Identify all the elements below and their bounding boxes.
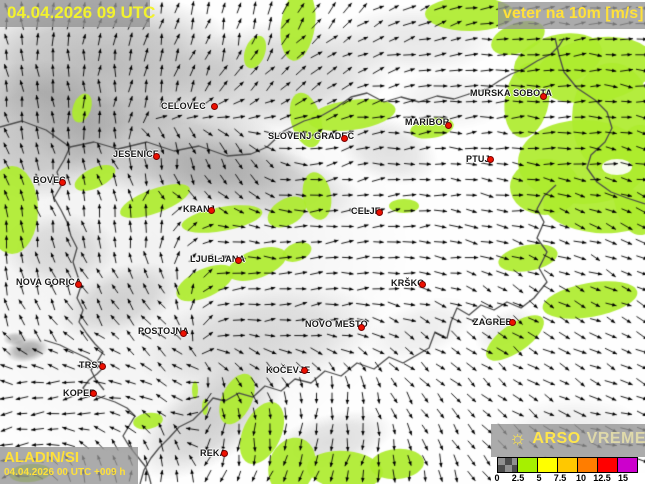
map-title: veter na 10m [m/s] xyxy=(503,5,644,22)
city-dot xyxy=(419,281,426,288)
city-name: CELOVEC xyxy=(161,101,206,111)
city-name: LJUBLJANA xyxy=(190,254,246,264)
colorbar-cell xyxy=(577,457,598,473)
city-dot xyxy=(211,103,218,110)
valid-datetime-label: 04.04.2026 09 UTC xyxy=(7,3,156,22)
model-name: ALADIN/SI xyxy=(4,449,79,466)
city-label: PTUJ xyxy=(466,149,494,167)
city-label: ZAGREB xyxy=(473,312,516,330)
city-label: REKA xyxy=(200,443,228,461)
city-name: MURSKA SOBOTA xyxy=(470,88,553,98)
city-dot xyxy=(99,363,106,370)
tick-label: 5 xyxy=(536,473,542,483)
arso-branding-panel: ☼ ARSO VREME xyxy=(491,424,645,457)
tick-label: 10 xyxy=(575,473,587,483)
city-name: NOVA GORICA xyxy=(16,277,82,287)
city-dot xyxy=(301,367,308,374)
colorbar-cell xyxy=(497,457,518,473)
city-dot xyxy=(540,93,547,100)
city-label: CELOVEC xyxy=(161,96,218,114)
city-label: NOVA GORICA xyxy=(16,272,82,290)
city-label: CELJE xyxy=(351,201,383,219)
sun-icon: ☼ xyxy=(509,428,527,449)
agency-name: ARSO xyxy=(532,429,581,447)
city-name: REKA xyxy=(200,448,227,458)
city-dot xyxy=(208,207,215,214)
city-name: JESENICE xyxy=(113,149,160,159)
title-panel: veter na 10m [m/s] xyxy=(498,2,645,29)
city-label: POSTOJNA xyxy=(138,321,189,339)
product-name: VREME xyxy=(586,429,645,447)
city-name: KOPER xyxy=(63,388,97,398)
city-name: KRANJ xyxy=(183,204,216,214)
city-dot xyxy=(445,122,452,129)
city-name: BOVEC xyxy=(33,175,67,185)
colorbar-cell xyxy=(557,457,578,473)
city-label: SLOVENJ GRADEC xyxy=(268,126,354,144)
city-name: KRŠKO xyxy=(391,278,425,288)
city-name: POSTOJNA xyxy=(138,326,189,336)
model-run-label: 04.04.2026 00 UTC +009 h xyxy=(4,467,126,478)
city-name: SLOVENJ GRADEC xyxy=(268,131,355,141)
datetime-panel: 04.04.2026 09 UTC xyxy=(0,0,155,27)
city-name: TRST xyxy=(79,360,104,370)
city-dot xyxy=(153,153,160,160)
tick-label: 2.5 xyxy=(511,473,525,483)
city-label: JESENICE xyxy=(113,144,160,162)
city-label: LJUBLJANA xyxy=(190,249,245,267)
colorbar-cell xyxy=(597,457,618,473)
colorbar-cell xyxy=(537,457,558,473)
city-dot xyxy=(487,156,494,163)
city-name: NOVO MESTO xyxy=(305,319,368,329)
city-dot xyxy=(221,450,228,457)
city-dot xyxy=(59,179,66,186)
tick-label: 15 xyxy=(617,473,629,483)
city-label: KOČEVJE xyxy=(266,360,310,378)
city-label: NOVO MESTO xyxy=(305,314,368,332)
city-label: KRŠKO xyxy=(391,273,426,291)
city-label: MARIBOR xyxy=(405,112,452,130)
city-name: PTUJ xyxy=(466,154,490,164)
city-label: MURSKA SOBOTA xyxy=(470,83,552,101)
city-label: BOVEC xyxy=(33,170,66,188)
tick-label: 7.5 xyxy=(553,473,567,483)
city-dot xyxy=(358,324,365,331)
city-label: KRANJ xyxy=(183,199,215,217)
colorbar-tick-labels: 0 2.5 5 7.5 10 12.5 15 xyxy=(491,473,645,484)
colorbar-cell xyxy=(617,457,638,473)
city-dot xyxy=(75,281,82,288)
colorbar-cell xyxy=(517,457,538,473)
city-dot xyxy=(509,319,516,326)
city-label: KOPER xyxy=(63,383,97,401)
city-name: CELJE xyxy=(351,206,382,216)
tick-label: 12.5 xyxy=(593,473,611,483)
city-dot xyxy=(90,390,97,397)
city-dot xyxy=(235,257,242,264)
city-name: ZAGREB xyxy=(473,317,513,327)
wind-speed-colorbar xyxy=(497,457,638,473)
city-name: MARIBOR xyxy=(405,117,450,127)
city-name: KOČEVJE xyxy=(266,365,311,375)
model-info-panel: ALADIN/SI 04.04.2026 00 UTC +009 h xyxy=(0,447,138,484)
city-label: TRST xyxy=(79,355,106,373)
tick-label: 0 xyxy=(494,473,500,483)
city-dot xyxy=(376,209,383,216)
city-dot xyxy=(341,135,348,142)
city-dot xyxy=(180,330,187,337)
